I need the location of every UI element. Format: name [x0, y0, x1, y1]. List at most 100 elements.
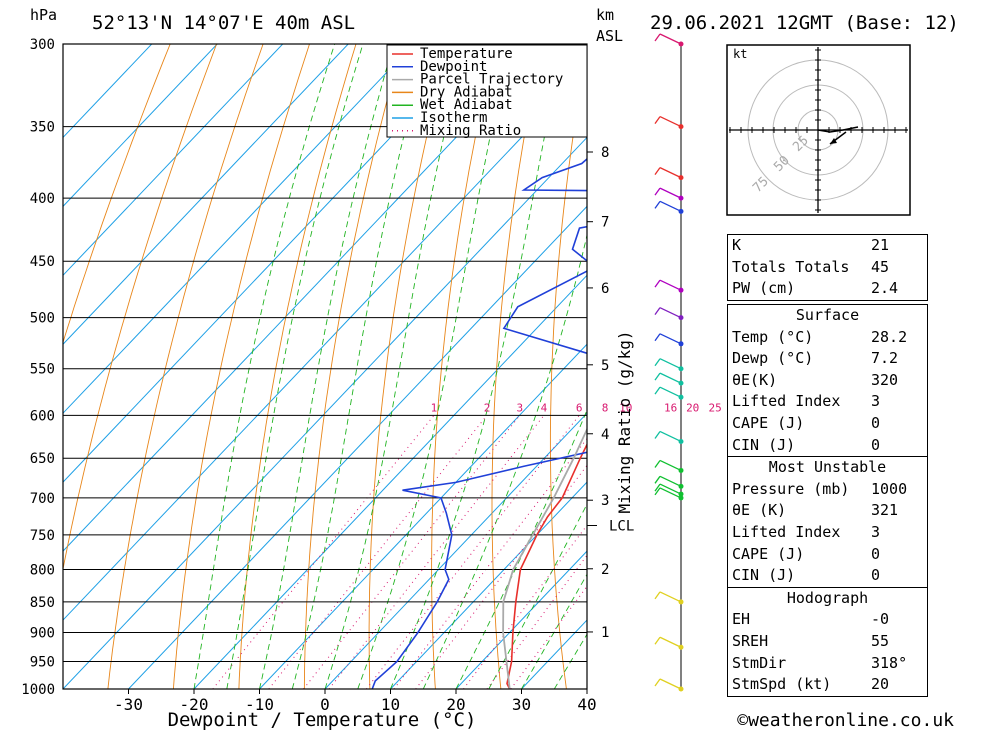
wind-barb — [659, 678, 682, 690]
km-tick-label: 4 — [601, 427, 609, 443]
isotherm-line — [63, 44, 218, 208]
pressure-tick-label: 450 — [30, 254, 55, 270]
sreh-value: 55 — [871, 631, 890, 650]
pressure-tick-label: 1000 — [21, 682, 55, 698]
mu-cin-label: CIN (J) — [732, 566, 796, 585]
wind-barb — [659, 200, 682, 212]
wind-barb — [659, 187, 682, 199]
legend-label: Dewpoint — [420, 59, 487, 75]
wind-barb-dot — [678, 495, 684, 501]
pressure-tick-label: 950 — [30, 655, 55, 671]
k-label: K — [732, 236, 742, 254]
mixing-ratio-line — [303, 414, 521, 689]
isotherm-line — [193, 274, 587, 689]
wind-barb-dot — [678, 380, 684, 386]
surface-li-value: 3 — [871, 392, 881, 411]
x-tick-label: -10 — [245, 695, 274, 714]
hodograph-trace — [817, 126, 859, 133]
wind-barb-flag — [654, 358, 661, 367]
wet-adiabat-line — [455, 408, 587, 689]
wind-barb — [659, 358, 682, 370]
wind-barb-dot — [678, 175, 684, 181]
mu-li-label: Lifted Index — [732, 522, 841, 541]
dry-adiabat-line — [172, 44, 310, 689]
surface-theta-value: 320 — [871, 370, 899, 389]
wind-barb-flag — [654, 167, 661, 176]
plot-frame — [62, 43, 588, 690]
isotherm-line — [63, 44, 415, 414]
legend-label: Mixing Ratio — [420, 123, 521, 139]
mu-theta-label: θE (K) — [732, 501, 787, 520]
wind-barb — [659, 333, 682, 345]
index-row-k: K 21 — [728, 235, 927, 257]
dry-adiabat-line — [368, 44, 450, 689]
mu-cape-label: CAPE (J) — [732, 544, 805, 563]
mixing-ratio-label: 25 — [709, 401, 722, 414]
wind-barb — [659, 33, 682, 45]
isotherm-line — [324, 412, 587, 689]
stmdir-label: StmDir — [732, 653, 787, 672]
wet-adiabat-line — [259, 44, 394, 689]
isotherm-line — [63, 44, 349, 345]
km-tick-label: 7 — [601, 215, 609, 231]
mu-cin-value: 0 — [871, 566, 881, 585]
km-tick-label: 1 — [601, 625, 609, 641]
hodo-row-stmdir: StmDir 318° — [728, 653, 927, 675]
x-tick-label: 10 — [381, 695, 400, 714]
footer-credit: ©weatheronline.co.uk — [737, 710, 954, 731]
x-axis-title: Dewpoint / Temperature (°C) — [168, 709, 477, 731]
isotherm-line — [63, 136, 587, 689]
km-tick-label: 5 — [601, 358, 609, 374]
hodo-row-eh: EH -0 — [728, 609, 927, 631]
surface-row-temp: Temp (°C) 28.2 — [728, 327, 927, 349]
wind-barb-flag — [654, 431, 661, 439]
wind-barb-dot — [678, 366, 684, 372]
dry-adiabat-line — [431, 44, 496, 689]
pressure-tick-label: 800 — [30, 562, 55, 578]
km-tick-label: 8 — [601, 145, 609, 161]
wind-barb-dot — [678, 644, 684, 650]
mixing-ratio-label: 3 — [517, 401, 524, 414]
stmspd-value: 20 — [871, 675, 890, 694]
stmdir-value: 318° — [871, 653, 908, 672]
x-tick-label: 0 — [320, 695, 330, 714]
series-parcel-trajectory — [502, 427, 587, 689]
wind-barb-flag — [654, 307, 661, 316]
wind-barb — [659, 459, 682, 472]
hodograph-unit-label: kt — [733, 47, 747, 61]
mu-pressure-value: 1000 — [871, 479, 908, 498]
dry-adiabat-line — [491, 44, 543, 689]
mixing-ratio-line — [268, 414, 488, 689]
wind-barb-flag — [654, 678, 661, 687]
pressure-tick-label: 300 — [30, 37, 55, 53]
pw-value: 2.4 — [871, 279, 899, 298]
series-dewpoint — [371, 157, 587, 689]
pressure-tick-label: 900 — [30, 626, 55, 642]
wind-barb — [659, 591, 682, 603]
wind-barb — [659, 307, 682, 319]
datetime-label: 29.06.2021 12GMT (Base: 12) — [650, 12, 959, 34]
site-link[interactable]: weatheronline.co.uk — [748, 710, 954, 731]
wind-barb-dot — [678, 483, 684, 489]
surface-row-dewp: Dewp (°C) 7.2 — [728, 348, 927, 370]
isotherm-line — [128, 205, 587, 689]
tt-value: 45 — [871, 257, 890, 276]
dry-adiabat-line — [549, 47, 587, 689]
wet-adiabat-line — [226, 44, 364, 689]
surface-cape-value: 0 — [871, 413, 881, 432]
surface-row-theta: θE(K) 320 — [728, 370, 927, 392]
wet-adiabat-line — [422, 233, 587, 689]
hodo-row-stmspd: StmSpd (kt) 20 — [728, 674, 927, 696]
axes: -30 -20 -10 0 10 20 30 40 8 7 6 5 4 3 2 1 LCL 1 2 3 4 6 8 10 16 2… — [114, 145, 722, 714]
wind-barb-dot — [678, 341, 684, 347]
wind-barb-dot — [678, 195, 684, 201]
wind-barb-dot — [678, 124, 684, 130]
storm-arrow-icon — [830, 138, 837, 144]
mixing-ratio-label: 1 — [431, 401, 438, 414]
hodograph-params-title: Hodograph — [728, 586, 927, 610]
eh-value: -0 — [871, 610, 890, 629]
surface-temp-value: 28.2 — [871, 327, 908, 346]
surface-theta-label: θE(K) — [732, 370, 778, 389]
wind-barb — [659, 636, 682, 648]
wind-barb-flag — [654, 333, 661, 342]
